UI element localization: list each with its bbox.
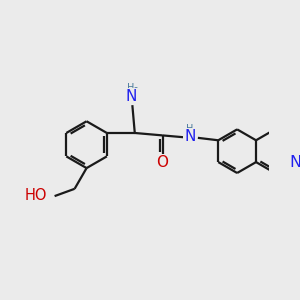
Text: 2: 2 bbox=[134, 87, 138, 96]
Text: N: N bbox=[184, 129, 196, 144]
Text: H: H bbox=[127, 83, 135, 93]
Text: N: N bbox=[290, 154, 300, 169]
Text: N: N bbox=[126, 88, 137, 104]
Text: HO: HO bbox=[25, 188, 47, 202]
Text: O: O bbox=[157, 155, 169, 170]
Text: H: H bbox=[186, 124, 194, 134]
